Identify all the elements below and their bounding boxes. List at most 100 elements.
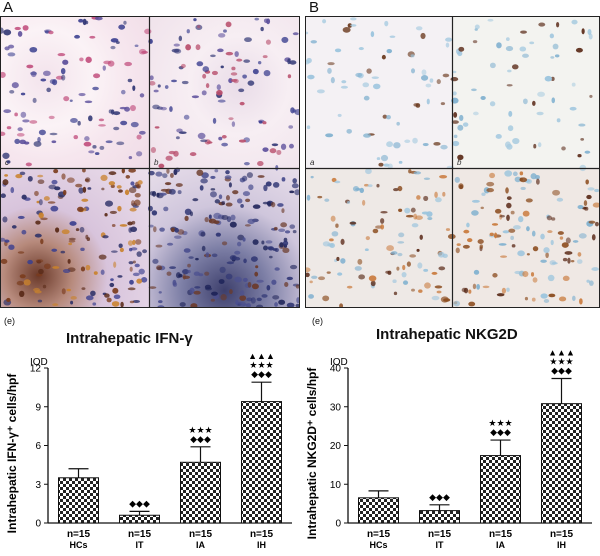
cell-nucleus (420, 75, 429, 81)
cell-nucleus (66, 177, 75, 183)
cell-nucleus (289, 190, 295, 194)
cell-nucleus (376, 157, 381, 161)
cell-nucleus (550, 76, 555, 81)
cell-nucleus (378, 162, 384, 167)
cell-nucleus (426, 98, 430, 105)
nkg2d-bar-chart: IOD 0 10 20 30 40 Intrahepatic NKG2D⁺ cells/hp… (305, 347, 592, 550)
cell-nucleus (128, 156, 133, 160)
bar-ih (241, 401, 282, 524)
cell-nucleus (286, 276, 293, 281)
cell-nucleus (179, 302, 186, 307)
cell-nucleus (98, 118, 105, 122)
cell-nucleus (187, 263, 191, 268)
significance-marker: ◆◆◆ (251, 369, 272, 379)
cell-nucleus (169, 266, 177, 270)
cell-nucleus (243, 59, 251, 63)
cell-nucleus (158, 300, 163, 304)
cell-nucleus (169, 106, 173, 112)
cell-nucleus (540, 293, 548, 299)
cell-nucleus (532, 100, 536, 106)
cell-nucleus (474, 24, 480, 30)
cell-nucleus (309, 280, 313, 284)
cell-nucleus (16, 280, 24, 286)
cell-nucleus (263, 245, 268, 251)
cell-nucleus (514, 176, 522, 183)
cell-nucleus (310, 40, 317, 44)
cell-nucleus (587, 187, 595, 191)
cell-nucleus (93, 271, 98, 275)
cell-nucleus (2, 179, 9, 186)
cell-nucleus (214, 199, 221, 204)
cell-nucleus (172, 279, 177, 286)
cell-nucleus (506, 287, 510, 292)
cell-nucleus (11, 225, 17, 229)
cell-nucleus (129, 207, 137, 212)
cell-nucleus (547, 230, 553, 234)
cell-nucleus (382, 114, 388, 119)
cell-nucleus (164, 182, 172, 186)
cell-nucleus (390, 251, 398, 255)
cell-nucleus (589, 280, 594, 286)
cell-nucleus (43, 196, 50, 201)
cell-nucleus (434, 191, 438, 198)
cell-nucleus (62, 268, 71, 274)
cell-nucleus (423, 177, 431, 181)
y-tick-label: 20 (330, 441, 342, 452)
cell-nucleus (50, 205, 59, 212)
cell-nucleus (195, 257, 199, 261)
cell-nucleus (121, 168, 125, 174)
cell-nucleus (458, 46, 465, 52)
cell-nucleus (98, 254, 107, 260)
cell-nucleus (108, 181, 116, 186)
cell-nucleus (33, 141, 42, 147)
significance-marker: ▲▲▲ (548, 347, 575, 357)
cell-nucleus (496, 42, 502, 49)
cell-nucleus (148, 81, 156, 86)
cell-nucleus (306, 194, 311, 201)
cell-nucleus (419, 234, 423, 240)
cell-nucleus (471, 88, 477, 92)
chart2-title: Intrahepatic NKG2D (376, 326, 518, 343)
cell-nucleus (543, 247, 550, 254)
cell-nucleus (92, 302, 97, 306)
cell-nucleus (280, 143, 287, 150)
cell-nucleus (243, 258, 247, 264)
cell-nucleus (220, 65, 224, 69)
cell-nucleus (54, 186, 61, 191)
cell-nucleus (245, 198, 251, 203)
cell-nucleus (110, 278, 114, 282)
cell-nucleus (506, 214, 510, 221)
cell-nucleus (494, 208, 502, 214)
cell-nucleus (512, 137, 520, 145)
cell-nucleus (257, 160, 264, 167)
cell-nucleus (239, 295, 247, 301)
cell-nucleus (210, 54, 216, 58)
cell-nucleus (66, 288, 71, 292)
cell-nucleus (386, 115, 391, 120)
cell-nucleus (52, 266, 60, 269)
ifn-gamma-bar-chart: IOD 0 3 6 9 12 Intrahepatic IFN-γ⁺ cells/hpf n=… (5, 351, 292, 550)
cell-nucleus (492, 273, 498, 278)
cell-nucleus (130, 200, 135, 207)
cell-nucleus (184, 215, 189, 222)
cell-nucleus (457, 124, 464, 131)
micrograph-b1: a (306, 17, 455, 169)
cell-nucleus (423, 268, 429, 272)
cell-nucleus (234, 51, 239, 57)
cell-nucleus (109, 282, 115, 288)
cell-nucleus (326, 271, 331, 274)
cell-nucleus (21, 194, 27, 200)
cell-nucleus (130, 181, 135, 186)
cell-nucleus (401, 271, 407, 278)
cell-nucleus (239, 101, 245, 106)
cell-nucleus (42, 70, 51, 77)
cell-nucleus (178, 131, 187, 134)
cell-nucleus (127, 287, 136, 291)
cell-nucleus (105, 200, 114, 207)
cell-nucleus (62, 59, 69, 65)
cell-nucleus (55, 227, 60, 233)
cell-nucleus (366, 68, 372, 74)
cell-nucleus (331, 231, 339, 237)
cell-nucleus (279, 242, 284, 248)
cell-nucleus (398, 208, 403, 212)
